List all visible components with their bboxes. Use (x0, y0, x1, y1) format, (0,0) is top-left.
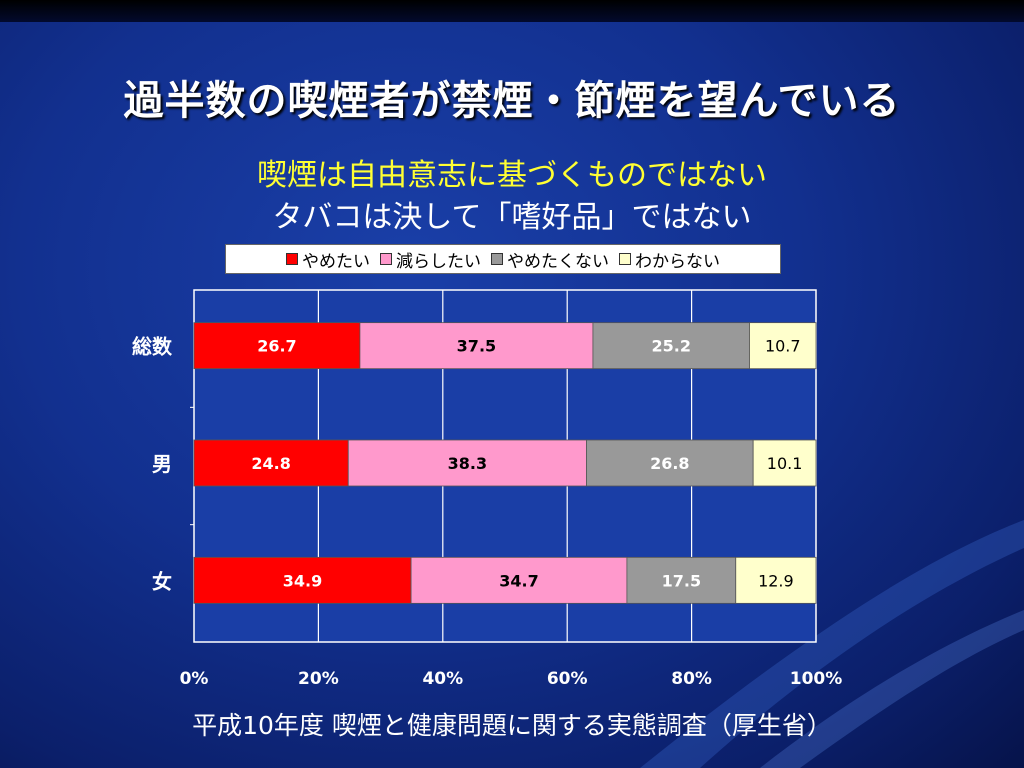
bar-segment (749, 322, 817, 370)
bar-segment (752, 439, 817, 487)
bar-segment (359, 322, 594, 370)
data-label: 10.7 (765, 337, 801, 356)
legend-item: 減らしたい (380, 247, 481, 272)
bar-segment (410, 556, 628, 604)
legend-item: わからない (619, 247, 720, 272)
bar-segment (193, 322, 361, 370)
data-label: 34.9 (283, 571, 322, 590)
data-label: 25.2 (651, 337, 690, 356)
legend-swatch (491, 253, 503, 265)
chart-legend: やめたい 減らしたい やめたくない わからない (225, 244, 781, 274)
data-label: 26.8 (650, 454, 689, 473)
data-label: 38.3 (448, 454, 487, 473)
source-caption: 平成10年度 喫煙と健康問題に関する実態調査（厚生省） (192, 711, 832, 740)
bar-segment (735, 556, 817, 604)
x-tick-label: 20% (298, 669, 339, 689)
subtitle-yellow: 喫煙は自由意志に基づくものではない (257, 158, 767, 193)
data-label: 24.8 (251, 454, 290, 473)
x-tick-label: 40% (422, 669, 463, 689)
legend-label: 減らしたい (396, 251, 481, 272)
x-tick-label: 60% (547, 669, 588, 689)
category-label: 女 (152, 569, 172, 593)
data-label: 17.5 (662, 571, 701, 590)
legend-swatch (619, 253, 631, 265)
bar-segment (193, 439, 349, 487)
data-label: 37.5 (457, 337, 496, 356)
bar-segment (626, 556, 737, 604)
x-tick-label: 100% (790, 669, 843, 689)
x-tick-label: 0% (180, 669, 209, 689)
data-label: 10.1 (767, 454, 803, 473)
bar-segment (193, 556, 412, 604)
top-band (0, 0, 1024, 22)
data-label: 12.9 (758, 571, 794, 590)
legend-label: やめたい (302, 251, 370, 272)
x-tick-label: 80% (671, 669, 712, 689)
legend-swatch (286, 253, 298, 265)
legend-item: やめたくない (491, 247, 609, 272)
subtitle-white: タバコは決して「嗜好品」ではない (272, 200, 752, 235)
category-label: 男 (152, 452, 172, 476)
category-label: 総数 (132, 335, 173, 359)
legend-label: わからない (635, 251, 720, 272)
legend-item: やめたい (286, 247, 370, 272)
data-label: 26.7 (257, 337, 296, 356)
data-label: 34.7 (499, 571, 538, 590)
legend-swatch (380, 253, 392, 265)
legend-label: やめたくない (507, 251, 609, 272)
slide-title: 過半数の喫煙者が禁煙・節煙を望んでいる (123, 78, 901, 124)
